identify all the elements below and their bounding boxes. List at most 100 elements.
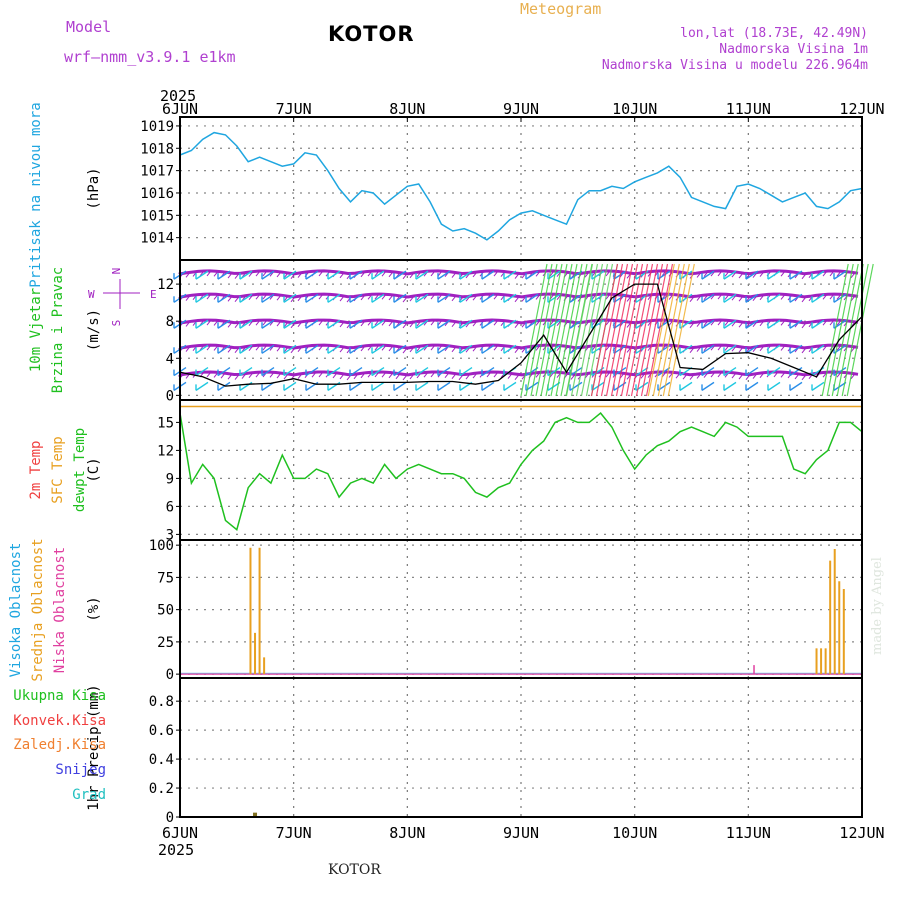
wind-band-tick: [381, 294, 387, 300]
wind-band-tick: [731, 320, 737, 327]
wind-band-tick: [724, 345, 730, 351]
year-label-top: 2025: [160, 87, 196, 105]
panel-frame-2: [179, 259, 863, 401]
wind-barb: [833, 381, 847, 391]
y-tick-label: 1015: [140, 208, 174, 224]
wind-band-tick: [213, 345, 219, 351]
wind-barb: [503, 270, 517, 280]
wind-band-tick: [549, 270, 555, 277]
wind-barb: [745, 381, 759, 391]
dewpoint-line: [179, 412, 863, 532]
wind-band-tick: [339, 272, 345, 279]
wind-barb: [723, 381, 737, 391]
wind-band-tick: [262, 344, 268, 351]
wind-band-tick: [493, 319, 499, 326]
y-tick-label: 3: [166, 527, 174, 543]
wind-band-tick: [668, 294, 674, 300]
wind-barb: [305, 366, 319, 377]
wind-band-tick: [381, 319, 387, 326]
wind-barb: [503, 381, 517, 391]
wind-band-tick: [780, 345, 786, 351]
wind-band-tick: [836, 371, 842, 378]
y-tick-label: 25: [157, 635, 174, 651]
y-axis-label: 1hr Precip (mm): [86, 684, 102, 810]
wind-band-tick: [318, 270, 324, 277]
wind-band-tick: [472, 345, 478, 352]
wind-band-tick: [605, 270, 611, 277]
wind-band-tick: [738, 321, 744, 328]
precip-legend-item: Konvek.Kisa: [13, 713, 106, 729]
wind-band-tick: [780, 294, 786, 300]
wind-barb: [195, 344, 209, 354]
wind-barb: [437, 366, 451, 377]
wind-speed-line: [179, 283, 863, 387]
wind-barb: [437, 293, 451, 303]
wind-barb: [415, 270, 429, 280]
wind-band-tick: [451, 295, 457, 302]
wind-hatch: [555, 263, 583, 397]
wind-band-tick: [297, 272, 303, 278]
wind-band-tick: [514, 296, 520, 303]
wind-barb: [393, 381, 407, 391]
wind-band-tick: [829, 270, 835, 277]
wind-band-tick: [535, 320, 541, 326]
wind-hatch: [540, 263, 568, 397]
wind-band-tick: [227, 295, 233, 302]
wind-band-tick: [514, 273, 520, 279]
wind-hatch: [520, 263, 548, 397]
wind-band-tick: [199, 270, 205, 277]
wind-band-tick: [213, 320, 219, 326]
wind-band-tick: [234, 374, 240, 380]
wind-barb: [767, 293, 781, 303]
y-tick-label: 9: [166, 471, 174, 487]
time-tick-label-top: 8JUN: [389, 100, 425, 118]
wind-barb: [305, 270, 319, 280]
y-tick-label: 0: [166, 388, 174, 404]
wind-band-tick: [801, 322, 807, 329]
wind-barb: [305, 344, 319, 354]
wind-band-tick: [535, 294, 541, 300]
wind-barb: [789, 293, 803, 303]
wind-band-tick: [836, 319, 842, 326]
wind-band-tick: [724, 320, 730, 326]
wind-barb: [701, 293, 715, 303]
wind-barb: [217, 319, 231, 329]
wind-barb: [239, 366, 253, 377]
y-axis-label: (%): [86, 596, 102, 621]
wind-barb: [261, 366, 275, 377]
wind-barb: [371, 270, 385, 280]
wind-band-tick: [255, 371, 261, 378]
wind-barb: [701, 381, 715, 391]
wind-speed-band: [178, 318, 859, 325]
wind-band-tick: [388, 345, 394, 352]
wind-band-tick: [731, 372, 737, 379]
wind-band-tick: [241, 373, 247, 379]
y-tick-label: 100: [149, 538, 174, 554]
wind-band-tick: [801, 296, 807, 303]
wind-band-tick: [710, 371, 716, 378]
wind-barb: [525, 293, 539, 303]
wind-band-tick: [402, 322, 408, 329]
y-tick-label: 1016: [140, 186, 174, 202]
wind-barb: [811, 381, 825, 391]
wind-band-tick: [199, 319, 205, 326]
wind-barb: [481, 366, 495, 377]
y-axis-label: (hPa): [86, 167, 102, 209]
wind-barb: [349, 319, 363, 329]
wind-band-tick: [388, 294, 394, 301]
wind-band-tick: [255, 293, 261, 300]
wind-band-tick: [451, 321, 457, 328]
wind-band-tick: [500, 271, 506, 277]
time-tick-label-bottom: 9JUN: [503, 824, 539, 842]
wind-barb: [195, 270, 209, 280]
wind-band-tick: [710, 344, 716, 351]
wind-band-tick: [731, 345, 737, 352]
wind-hatch: [590, 263, 619, 397]
wind-band-tick: [199, 293, 205, 300]
wind-band-tick: [290, 322, 296, 329]
wind-barb: [283, 270, 297, 280]
wind-hatch: [575, 263, 604, 397]
y-tick-label: 0.4: [149, 752, 174, 768]
wind-band-tick: [465, 373, 471, 380]
side-label: Visoka Oblacnost: [8, 543, 24, 678]
